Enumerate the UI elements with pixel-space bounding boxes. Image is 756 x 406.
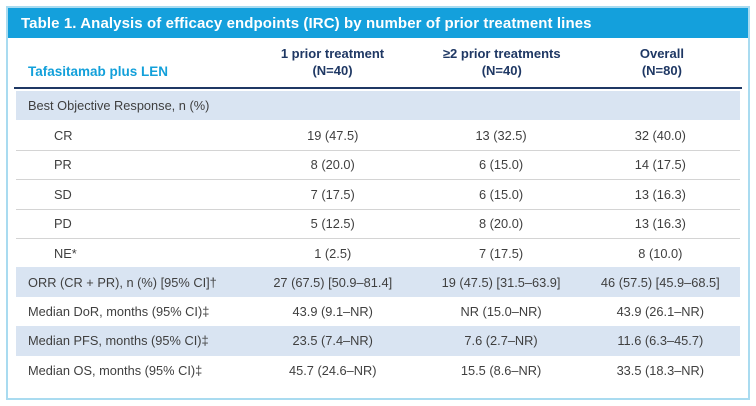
row-value: 15.5 (8.6–NR) [460,362,542,378]
table-title-bar: Table 1. Analysis of efficacy endpoints … [8,8,748,38]
column-header-line2: (N=40) [312,62,353,78]
table-row-pr: PR 8 (20.0) 6 (15.0) 14 (17.5) [16,149,740,179]
row-value: 1 (2.5) [314,245,352,261]
table-title: Table 1. Analysis of efficacy endpoints … [21,14,592,32]
column-header-line2: (N=80) [641,62,682,78]
table-header-row: Tafasitamab plus LEN 1 prior treatment (… [14,38,742,87]
row-value: 14 (17.5) [634,157,686,173]
table-row-ne: NE* 1 (2.5) 7 (17.5) 8 (10.0) [16,237,740,267]
row-value: 19 (47.5) [307,127,359,143]
table-body: Best Objective Response, n (%) CR 19 (47… [16,91,740,385]
row-label: Median OS, months (95% CI)‡ [28,362,203,378]
row-value: 7.6 (2.7–NR) [464,333,538,349]
row-label: NE* [54,245,77,261]
row-value: NR (15.0–NR) [460,303,542,319]
row-value: 8 (10.0) [638,245,683,261]
table-row-median-os: Median OS, months (95% CI)‡ 45.7 (24.6–N… [16,356,740,385]
row-value: 27 (67.5) [50.9–81.4] [273,274,393,290]
row-value: 32 (40.0) [634,127,686,143]
column-header-line1: ≥2 prior treatments [442,45,561,61]
row-value: 6 (15.0) [479,157,524,173]
column-header-overall: Overall (N=80) [582,38,742,87]
table-row-median-dor: Median DoR, months (95% CI)‡ 43.9 (9.1–N… [16,297,740,326]
row-value: 8 (20.0) [479,216,524,232]
row-value: 13 (16.3) [634,186,686,202]
row-value: 43.9 (9.1–NR) [292,303,373,319]
row-value: 33.5 (18.3–NR) [616,362,705,378]
row-label: ORR (CR + PR), n (%) [95% CI]† [28,274,217,290]
efficacy-table: Table 1. Analysis of efficacy endpoints … [6,6,750,400]
row-label: PD [54,216,72,232]
row-value: 19 (47.5) [31.5–63.9] [441,274,561,290]
table-row-median-pfs: Median PFS, months (95% CI)‡ 23.5 (7.4–N… [16,326,740,356]
header-divider-rule [14,87,742,89]
row-value: 13 (16.3) [634,216,686,232]
table-row-cr: CR 19 (47.5) 13 (32.5) 32 (40.0) [16,120,740,149]
column-header-line1: Overall [639,45,684,61]
row-value: 45.7 (24.6–NR) [288,362,377,378]
column-header-line1: 1 prior treatment [280,45,385,61]
treatment-group-label: Tafasitamab plus LEN [28,64,169,79]
row-value: 8 (20.0) [310,157,355,173]
column-header-2plus-prior: ≥2 prior treatments (N=40) [422,38,582,87]
row-label: Median PFS, months (95% CI)‡ [28,333,209,349]
table-row-sd: SD 7 (17.5) 6 (15.0) 13 (16.3) [16,179,740,208]
row-label: Best Objective Response, n (%) [28,98,210,114]
table-row-best-objective-response: Best Objective Response, n (%) [16,91,740,121]
column-header-1-prior: 1 prior treatment (N=40) [243,38,421,87]
row-value: 5 (12.5) [310,216,355,232]
row-value: 6 (15.0) [479,186,524,202]
row-value: 46 (57.5) [45.9–68.5] [600,274,720,290]
row-label: SD [54,186,72,202]
row-label: Median DoR, months (95% CI)‡ [28,303,210,319]
row-value: 23.5 (7.4–NR) [292,333,373,349]
row-label: CR [54,127,73,143]
table-row-pd: PD 5 (12.5) 8 (20.0) 13 (16.3) [16,208,740,238]
row-value: 7 (17.5) [479,245,524,261]
row-value: 7 (17.5) [310,186,355,202]
row-value: 43.9 (26.1–NR) [616,303,705,319]
table-row-orr: ORR (CR + PR), n (%) [95% CI]† 27 (67.5)… [16,267,740,297]
row-label: PR [54,157,72,173]
row-value: 13 (32.5) [475,127,527,143]
row-value: 11.6 (6.3–45.7) [617,333,704,349]
column-header-line2: (N=40) [481,62,522,78]
